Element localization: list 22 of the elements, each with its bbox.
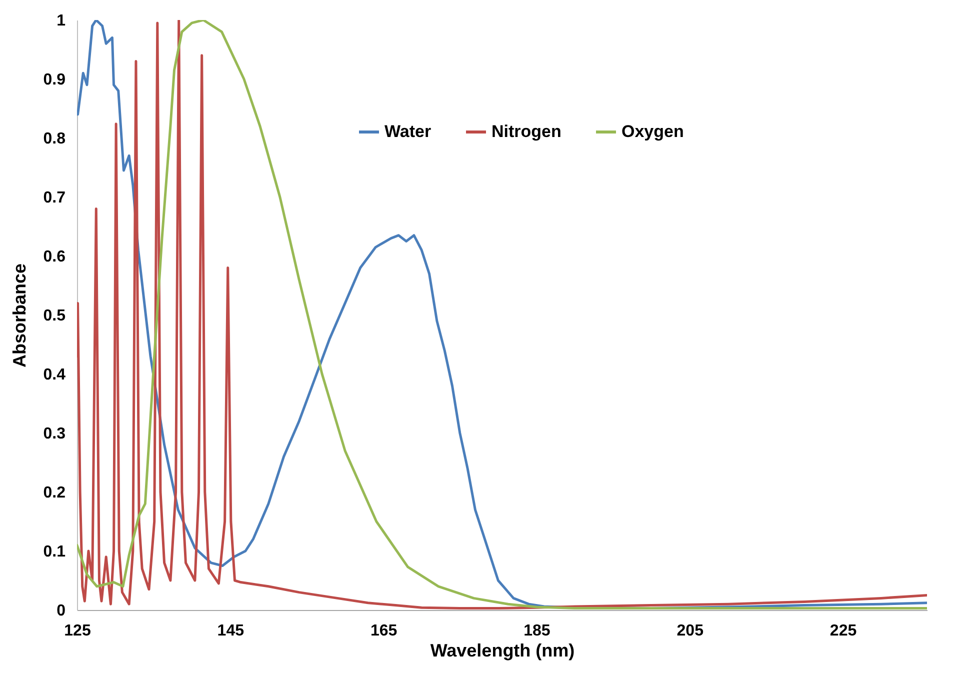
y-tick-label: 0.5 xyxy=(43,308,66,324)
y-tick-label: 1 xyxy=(56,12,66,30)
y-tick-label: 0.4 xyxy=(43,366,66,384)
y-tick-label: 0.7 xyxy=(43,190,66,206)
y-axis-title: Absorbance xyxy=(9,263,30,368)
x-tick-label: 205 xyxy=(676,622,704,640)
y-tick-label: 0.2 xyxy=(43,484,66,502)
y-tick-label: 0.9 xyxy=(43,72,66,88)
x-tick-label: 145 xyxy=(217,622,244,640)
legend-label: Nitrogen xyxy=(492,122,562,142)
legend-label: Oxygen xyxy=(622,122,684,142)
legend-label: Water xyxy=(384,122,432,142)
x-axis-title: Wavelength (nm) xyxy=(430,640,575,660)
x-tick-label: 225 xyxy=(830,622,857,640)
y-tick-label: 0 xyxy=(56,602,66,620)
y-tick-label: 0.1 xyxy=(43,544,66,560)
x-tick-label: 125 xyxy=(64,622,91,640)
x-tick-label: 165 xyxy=(370,622,398,640)
y-tick-label: 0.8 xyxy=(43,130,66,148)
x-tick-label: 185 xyxy=(524,622,550,640)
y-tick-label: 0.6 xyxy=(43,248,66,266)
y-tick-label: 0.3 xyxy=(43,426,66,442)
